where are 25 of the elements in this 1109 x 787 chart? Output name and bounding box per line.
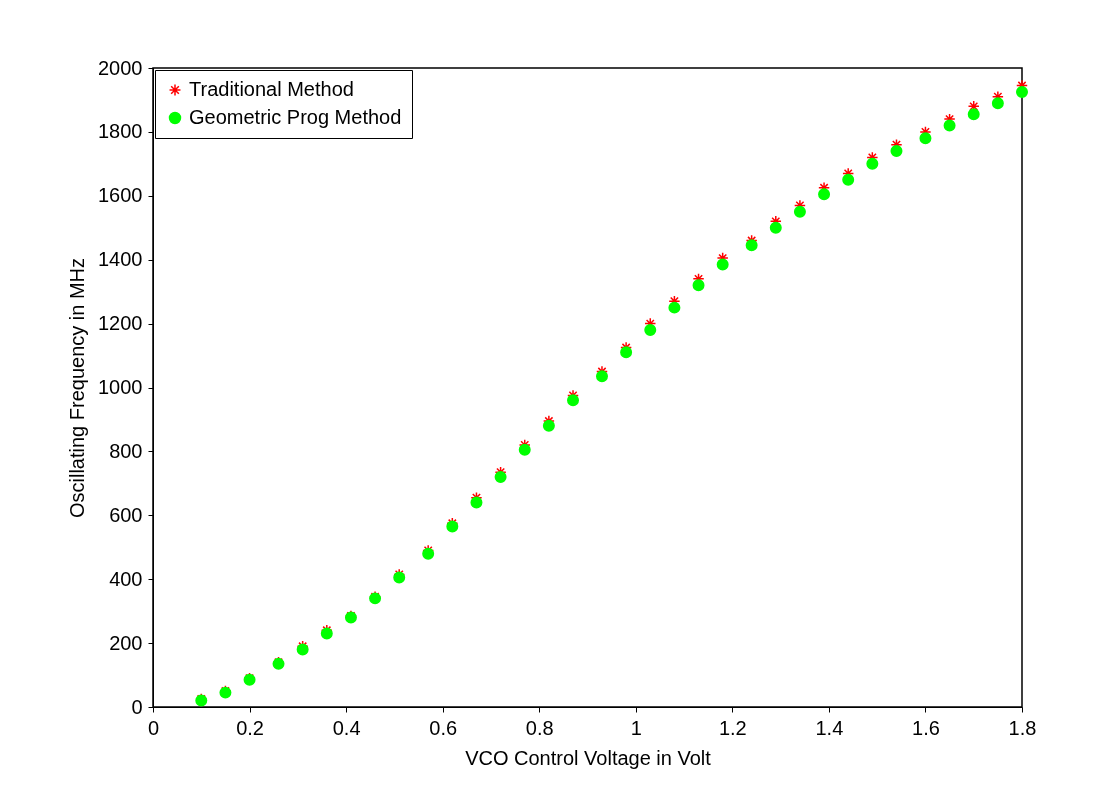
legend-label: Geometric Prog Method <box>189 106 402 128</box>
y-tick-label: 1400 <box>98 248 143 271</box>
x-axis-title: VCO Control Voltage in Volt <box>465 746 712 769</box>
y-tick-label: 2000 <box>98 56 143 79</box>
x-tick-label: 0.4 <box>332 716 361 739</box>
y-tick-label: 400 <box>109 567 143 590</box>
x-tick-label: 1 <box>630 716 642 739</box>
y-tick-label: 1800 <box>98 120 143 143</box>
legend-label: Traditional Method <box>189 78 354 100</box>
x-tick-label: 1.2 <box>718 716 747 739</box>
y-tick-label: 800 <box>109 439 143 462</box>
x-tick-label: 0 <box>147 716 160 739</box>
y-tick-label: 0 <box>131 695 143 718</box>
x-tick-label: 1.6 <box>912 716 940 739</box>
x-tick-label: 1.4 <box>815 716 844 739</box>
y-axis-title: Oscillating Frequency in MHz <box>66 257 89 519</box>
y-tick-label: 600 <box>109 503 143 526</box>
y-tick-label: 1000 <box>98 376 143 398</box>
x-tick-label: 0.8 <box>525 716 554 739</box>
x-tick-label: 0.2 <box>236 716 264 739</box>
x-tick-label: 1.8 <box>1008 716 1037 739</box>
x-tick-label: 0.6 <box>429 716 458 739</box>
y-tick-label: 1600 <box>98 184 143 207</box>
y-tick-label: 1200 <box>98 312 143 335</box>
y-tick-label: 200 <box>109 631 143 654</box>
